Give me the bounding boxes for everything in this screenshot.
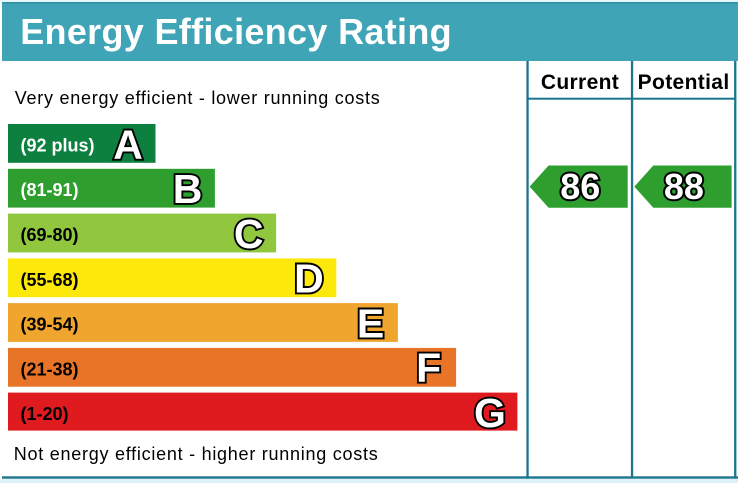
svg-text:86: 86 xyxy=(560,166,600,207)
svg-text:(81-91): (81-91) xyxy=(21,180,79,200)
svg-text:Potential: Potential xyxy=(638,71,730,94)
svg-text:Not energy efficient - higher: Not energy efficient - higher running co… xyxy=(14,444,379,464)
svg-text:(92 plus): (92 plus) xyxy=(21,135,95,155)
svg-text:Energy Efficiency Rating: Energy Efficiency Rating xyxy=(20,11,452,52)
svg-text:G: G xyxy=(474,390,506,436)
svg-text:F: F xyxy=(416,345,441,391)
svg-text:C: C xyxy=(234,211,264,257)
svg-text:(39-54): (39-54) xyxy=(21,315,79,335)
svg-text:E: E xyxy=(357,300,384,346)
svg-text:(21-38): (21-38) xyxy=(21,359,79,379)
svg-text:(55-68): (55-68) xyxy=(21,270,79,290)
svg-text:Very energy efficient - lower: Very energy efficient - lower running co… xyxy=(15,88,381,108)
svg-text:Current: Current xyxy=(541,71,619,94)
svg-text:88: 88 xyxy=(664,166,704,207)
svg-text:D: D xyxy=(294,256,324,302)
svg-text:B: B xyxy=(173,166,203,212)
svg-text:(1-20): (1-20) xyxy=(21,404,69,424)
svg-text:(69-80): (69-80) xyxy=(21,225,79,245)
svg-text:A: A xyxy=(113,121,143,167)
